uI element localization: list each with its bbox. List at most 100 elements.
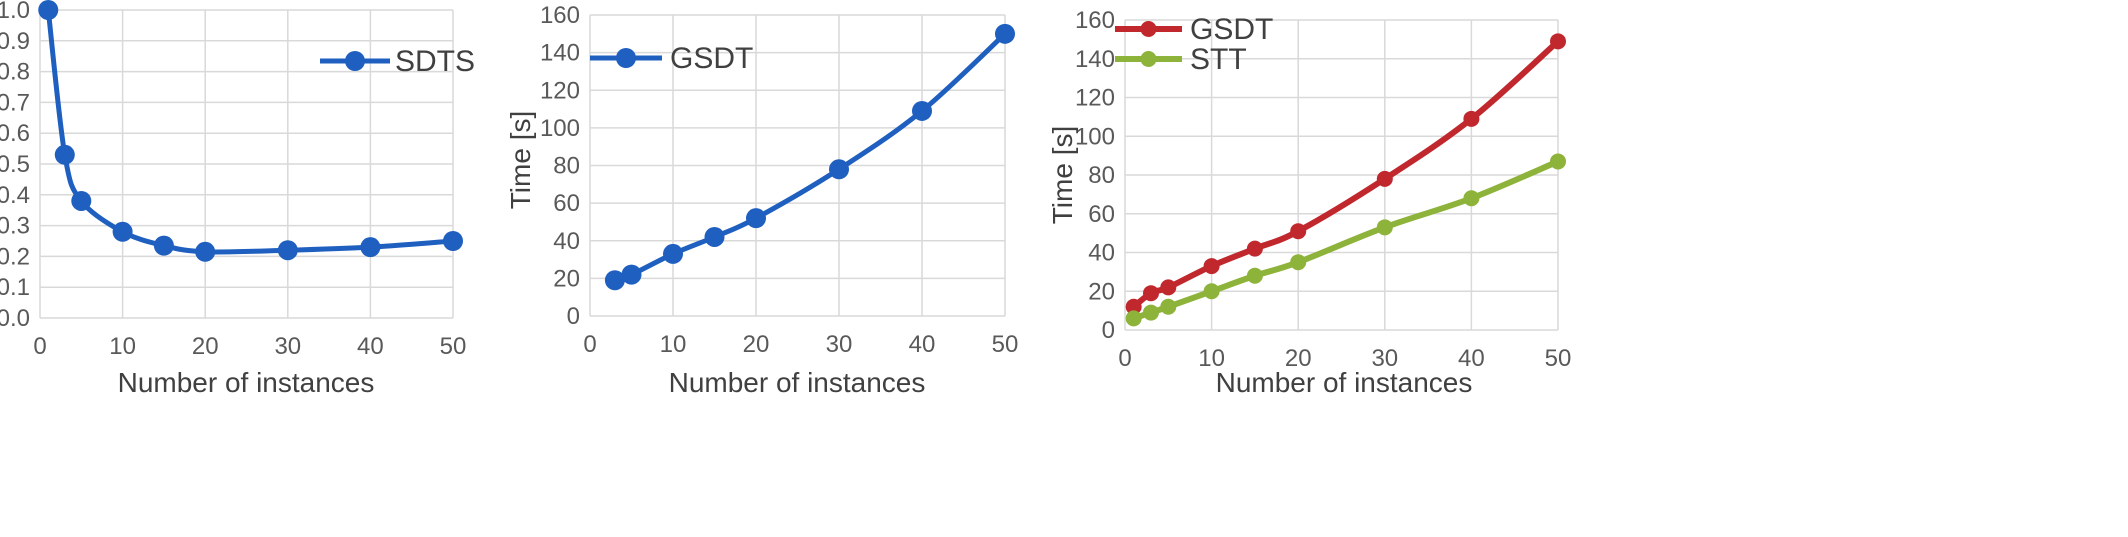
y-tick-label: 0.1 bbox=[0, 274, 30, 301]
x-tick-label: 10 bbox=[109, 333, 136, 360]
y-tick-label: 160 bbox=[1075, 7, 1115, 34]
data-point-gsdt bbox=[1203, 258, 1220, 275]
x-tick-label: 30 bbox=[274, 333, 301, 360]
data-point-stt bbox=[1376, 219, 1393, 236]
y-tick-label: 100 bbox=[1075, 123, 1115, 150]
data-point-stt bbox=[1125, 310, 1142, 327]
data-point-stt bbox=[1160, 298, 1177, 315]
y-tick-label: 80 bbox=[1088, 162, 1115, 189]
x-tick-label: 20 bbox=[192, 333, 219, 360]
legend-entry-gsdt: GSDT bbox=[1115, 13, 1273, 46]
legend-label: STT bbox=[1190, 43, 1247, 76]
x-axis-label: Number of instances bbox=[669, 367, 926, 398]
data-point-stt bbox=[1463, 190, 1480, 207]
y-tick-label: 0.0 bbox=[0, 305, 30, 332]
data-point-stt bbox=[1246, 267, 1263, 284]
x-tick-label: 50 bbox=[1545, 345, 1572, 372]
x-tick-label: 40 bbox=[1458, 345, 1485, 372]
x-tick-label: 20 bbox=[1285, 345, 1312, 372]
y-tick-label: 140 bbox=[540, 40, 580, 67]
x-tick-label: 40 bbox=[357, 333, 384, 360]
chart-panel-3: 0 20 40 60 80 100 120 140 160 0 10 20 30 40 50 Number o… bbox=[1047, 7, 1571, 398]
y-tick-label: 0.5 bbox=[0, 151, 30, 178]
y-tick-label: 0 bbox=[567, 303, 580, 330]
data-point-gsdt bbox=[829, 159, 849, 180]
legend-marker bbox=[1140, 51, 1157, 67]
data-point-sdts bbox=[360, 237, 381, 258]
data-point-sdts bbox=[112, 221, 133, 242]
x-tick-label: 50 bbox=[440, 333, 467, 360]
data-point-sdts bbox=[71, 190, 92, 211]
y-tick-label: 0.8 bbox=[0, 59, 30, 86]
y-tick-label: 0.3 bbox=[0, 213, 30, 240]
y-tick-label: 60 bbox=[1088, 201, 1115, 228]
data-point-sdts bbox=[54, 144, 75, 165]
data-point-gsdt bbox=[604, 270, 625, 291]
data-point-gsdt bbox=[663, 243, 683, 264]
legend-label: GSDT bbox=[670, 42, 753, 75]
series-line-gsdt bbox=[1130, 38, 1561, 310]
data-point-gsdt bbox=[1142, 285, 1159, 302]
legend-label: SDTS bbox=[395, 45, 475, 78]
x-tick-label: 20 bbox=[743, 331, 770, 358]
x-tick-label: 50 bbox=[992, 331, 1019, 358]
x-tick-label: 10 bbox=[1198, 345, 1225, 372]
y-axis-label: Time [s] bbox=[1047, 126, 1078, 225]
y-tick-label: 80 bbox=[553, 153, 580, 180]
data-point-gsdt bbox=[704, 226, 725, 247]
y-tick-label: 100 bbox=[540, 115, 580, 142]
x-axis-label: Number of instances bbox=[1216, 367, 1473, 398]
data-point-sdts bbox=[443, 231, 463, 251]
chart-panel-1: 0.0 0.1 0.2 0.3 0.4 0.5 0.6 0.7 0.8 0.9 1.0 0 10 20 30… bbox=[0, 0, 475, 398]
data-point-sdts bbox=[277, 240, 298, 261]
x-tick-label: 40 bbox=[909, 331, 936, 358]
data-point-gsdt bbox=[1290, 223, 1307, 240]
y-tick-label: 20 bbox=[1088, 278, 1115, 305]
y-tick-label: 120 bbox=[1075, 85, 1115, 112]
legend-entry-gsdt: GSDT bbox=[590, 42, 753, 75]
legend-entry-stt: STT bbox=[1115, 43, 1247, 76]
legend-label: GSDT bbox=[1190, 13, 1273, 46]
data-point-gsdt bbox=[1550, 33, 1566, 50]
data-point-gsdt bbox=[1463, 110, 1480, 127]
data-point-gsdt bbox=[1125, 298, 1142, 315]
data-point-gsdt bbox=[1376, 170, 1393, 187]
x-axis-label: Number of instances bbox=[118, 367, 375, 398]
legend-marker bbox=[345, 51, 365, 71]
series-line-stt bbox=[1130, 158, 1561, 322]
y-axis-label: Time [s] bbox=[505, 111, 536, 210]
chart-panel-2: 0 20 40 60 80 100 120 140 160 0 10 20 30 40 50 Number o… bbox=[505, 2, 1018, 398]
data-point-gsdt bbox=[1246, 240, 1263, 257]
x-tick-label: 0 bbox=[583, 331, 596, 358]
data-point-gsdt bbox=[621, 264, 642, 285]
data-point-gsdt bbox=[1160, 279, 1177, 296]
data-point-stt bbox=[1142, 304, 1159, 321]
y-tick-label: 40 bbox=[1088, 240, 1115, 267]
data-point-gsdt bbox=[912, 100, 932, 121]
x-tick-label: 30 bbox=[826, 331, 853, 358]
x-tick-label: 0 bbox=[33, 333, 46, 360]
data-point-gsdt bbox=[995, 23, 1015, 44]
y-tick-label: 0.7 bbox=[0, 89, 30, 116]
series-line-sdts bbox=[45, 7, 456, 255]
y-tick-label: 160 bbox=[540, 2, 580, 29]
data-point-sdts bbox=[195, 241, 216, 262]
data-point-stt bbox=[1550, 153, 1566, 170]
legend-marker bbox=[1140, 21, 1157, 37]
x-tick-label: 30 bbox=[1371, 345, 1398, 372]
y-tick-label: 40 bbox=[553, 228, 580, 255]
y-tick-label: 0.6 bbox=[0, 120, 30, 147]
y-tick-label: 20 bbox=[553, 265, 580, 292]
x-tick-label: 10 bbox=[660, 331, 687, 358]
data-point-sdts bbox=[38, 0, 59, 20]
data-point-stt bbox=[1203, 283, 1220, 300]
y-tick-label: 0.2 bbox=[0, 243, 30, 270]
y-tick-label: 140 bbox=[1075, 46, 1115, 73]
data-point-gsdt bbox=[746, 208, 766, 229]
data-point-stt bbox=[1290, 254, 1307, 271]
y-tick-label: 0.4 bbox=[0, 182, 30, 209]
legend-entry-sdts: SDTS bbox=[320, 45, 475, 78]
y-tick-label: 60 bbox=[553, 190, 580, 217]
y-tick-label: 1.0 bbox=[0, 0, 30, 24]
